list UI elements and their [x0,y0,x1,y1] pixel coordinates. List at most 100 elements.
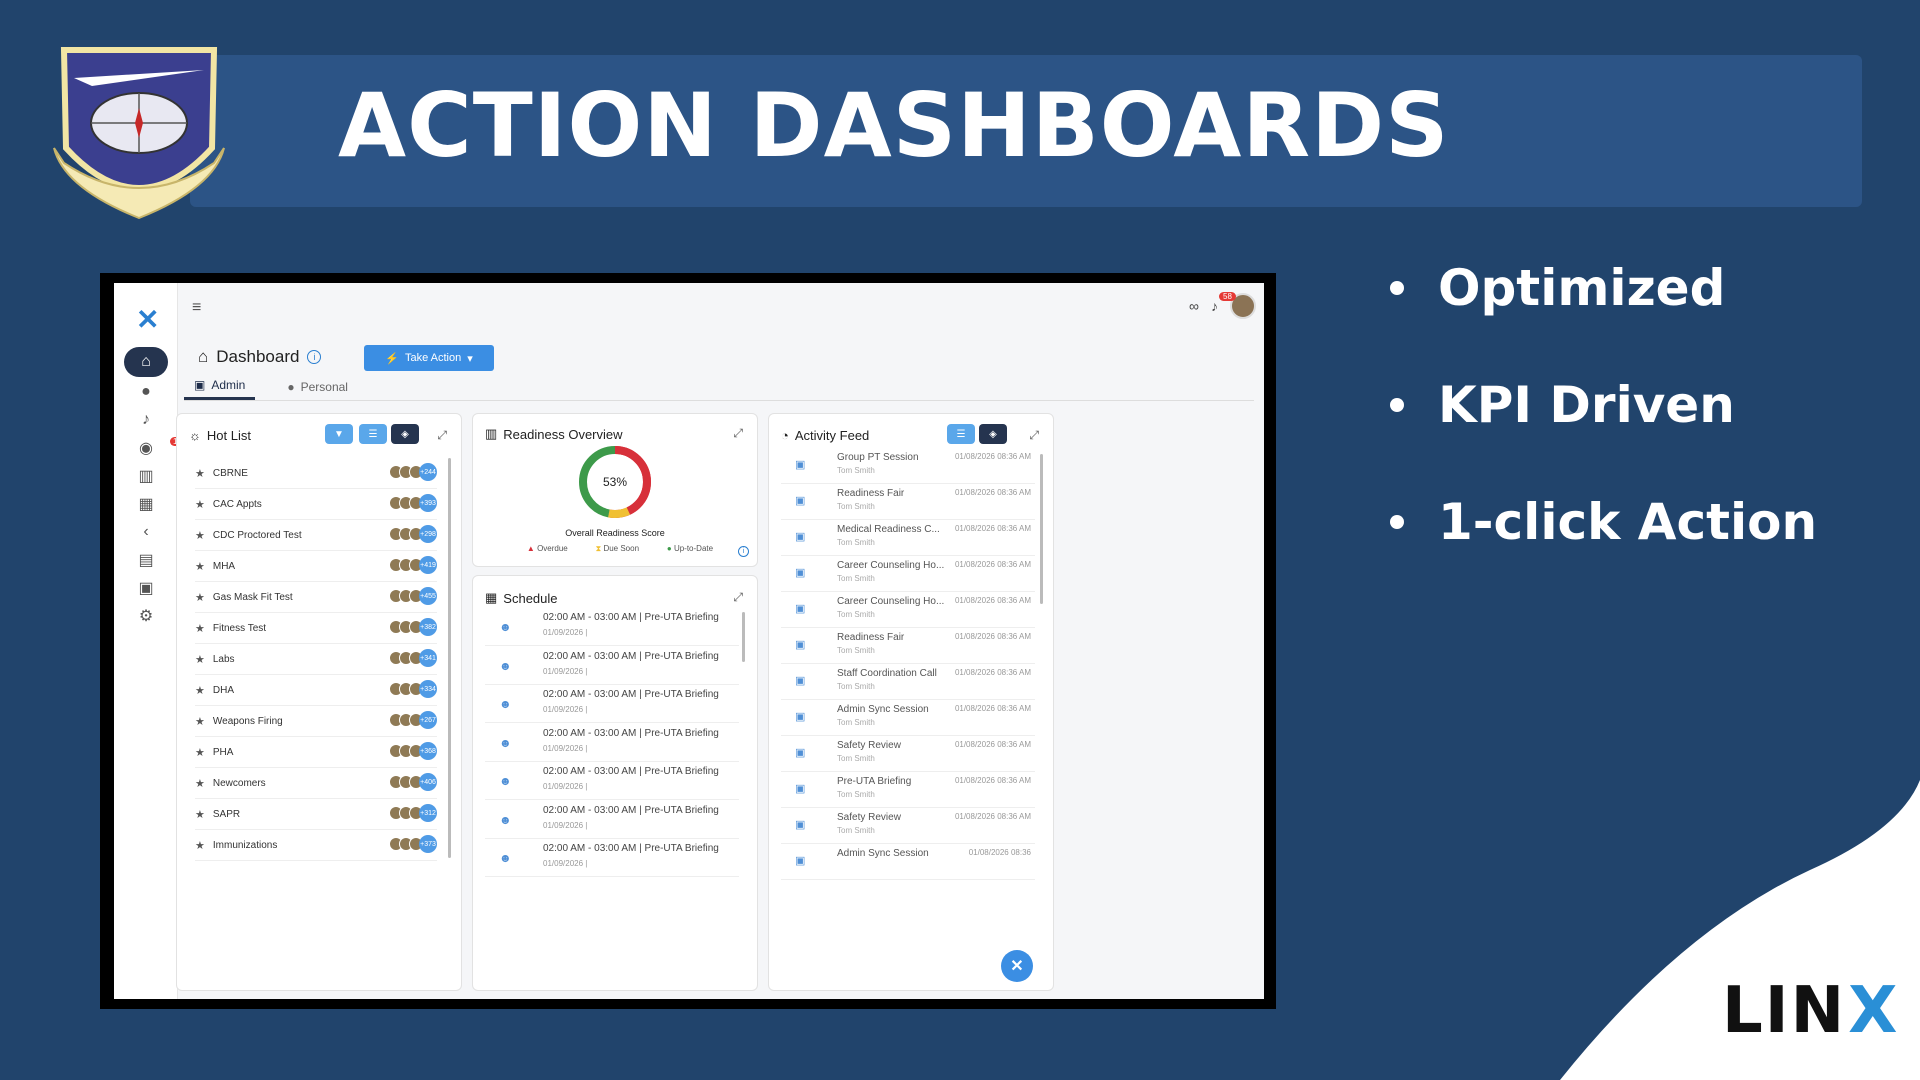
star-icon[interactable]: ★ [195,715,205,728]
info-icon[interactable]: i [307,350,322,364]
linx-assistant-button[interactable]: ✕ [1001,950,1033,982]
contacts-icon[interactable]: ▤ [138,552,154,569]
activity-title: Safety Review [837,812,901,823]
hot-list-item[interactable]: ★ Newcomers +406 [195,768,437,799]
tab-admin[interactable]: ▣ Admin [184,377,256,400]
hot-list-item[interactable]: ★ Labs +341 [195,644,437,675]
hot-list-item[interactable]: ★ Fitness Test +382 [195,613,437,644]
activity-item[interactable]: ▣ Safety Review Tom Smith 01/08/2026 08:36 … [781,736,1035,772]
star-icon[interactable]: ★ [195,591,205,604]
activity-item[interactable]: ▣ Career Counseling Ho... Tom Smith 01/08/2… [781,592,1035,628]
activity-item[interactable]: ▣ Medical Readiness C... Tom Smith 01/08/20… [781,520,1035,556]
take-action-button[interactable]: ⚡ Take Action ▾ [364,345,494,371]
star-icon[interactable]: ★ [195,529,205,542]
avatar-stack[interactable]: +455 [389,587,437,605]
avatar-stack[interactable]: +393 [389,494,437,512]
lock-icon[interactable]: ▣ [138,580,154,597]
activity-item[interactable]: ▣ Pre-UTA Briefing Tom Smith 01/08/2026 08:… [781,772,1035,808]
activity-timestamp: 01/08/2026 08:36 AM [954,632,1031,641]
avatar-stack[interactable]: +267 [389,711,437,729]
avatar-stack[interactable]: +312 [389,804,437,822]
bell-icon[interactable]: ♪ [142,411,150,428]
expand-icon[interactable]: ⤢ [437,428,447,442]
gear-icon[interactable]: ⚙ [138,608,154,625]
info-icon[interactable]: i [738,546,749,557]
avatar-stack[interactable]: +244 [389,463,437,481]
star-icon[interactable]: ★ [195,560,205,573]
avatar-stack[interactable]: +334 [389,680,437,698]
activity-item[interactable]: ▣ Admin Sync Session Tom Smith 01/08/2026 0… [781,700,1035,736]
activity-item[interactable]: ▣ Readiness Fair Tom Smith 01/08/2026 08:36… [781,628,1035,664]
chart-icon[interactable]: ▥ [138,468,154,485]
notification-bell-icon[interactable]: ♪ 58 [1211,292,1236,314]
avatar-stack[interactable]: +382 [389,618,437,636]
expand-icon[interactable]: ⤢ [733,590,743,604]
home-icon[interactable]: ⌂ [124,347,168,377]
schedule-item[interactable]: ☻ 02:00 AM - 03:00 AM | Pre-UTA Briefing 0… [485,685,739,723]
activity-item[interactable]: ▣ Safety Review Tom Smith 01/08/2026 08:36 … [781,808,1035,844]
expand-icon[interactable]: ⤢ [733,426,743,440]
corner-wave [1560,780,1920,1080]
collapse-icon[interactable]: ‹ [143,523,149,540]
schedule-item[interactable]: ☻ 02:00 AM - 03:00 AM | Pre-UTA Briefing 0… [485,647,739,685]
hot-list-item[interactable]: ★ SAPR +312 [195,799,437,830]
calendar-icon: ▣ [795,855,806,867]
layers-button[interactable]: ◈ [391,424,419,444]
star-icon[interactable]: ★ [195,498,205,511]
list-view-button[interactable]: ☰ [359,424,387,444]
avatar-stack[interactable]: +406 [389,773,437,791]
layers-button[interactable]: ◈ [979,424,1007,444]
star-icon[interactable]: ★ [195,467,205,480]
star-icon[interactable]: ★ [195,746,205,759]
scrollbar[interactable] [448,458,451,858]
hot-list-item[interactable]: ★ CAC Appts +393 [195,489,437,520]
avatar-stack[interactable]: +373 [389,835,437,853]
activity-item[interactable]: ▣ Readiness Fair Tom Smith 01/08/2026 08:36… [781,484,1035,520]
expand-icon[interactable]: ⤢ [1029,428,1039,442]
activity-item[interactable]: ▣ Admin Sync Session 01/08/2026 08:36 [781,844,1035,880]
calendar-icon[interactable]: ▦ [138,496,154,513]
schedule-item[interactable]: ☻ 02:00 AM - 03:00 AM | Pre-UTA Briefing 0… [485,801,739,839]
activity-item[interactable]: ▣ Group PT Session Tom Smith 01/08/2026 08:… [781,448,1035,484]
avatar-stack[interactable]: +419 [389,556,437,574]
linx-logo: LIN X [1722,974,1900,1048]
star-icon[interactable]: ★ [195,684,205,697]
hot-list-item[interactable]: ★ PHA +368 [195,737,437,768]
star-icon[interactable]: ★ [195,622,205,635]
app-logo-icon[interactable]: ✕ [136,304,160,335]
star-icon[interactable]: ★ [195,839,205,852]
schedule-item[interactable]: ☻ 02:00 AM - 03:00 AM | Pre-UTA Briefing 0… [485,724,739,762]
list-view-button[interactable]: ☰ [947,424,975,444]
hot-list-item[interactable]: ★ DHA +334 [195,675,437,706]
readiness-title: ▥ Readiness Overview [485,426,623,442]
hot-list-item[interactable]: ★ CBRNE +244 [195,458,437,489]
activity-title: Pre-UTA Briefing [837,776,912,787]
hot-list-item[interactable]: ★ Weapons Firing +267 [195,706,437,737]
star-icon[interactable]: ★ [195,777,205,790]
hot-list-item[interactable]: ★ Immunizations +373 [195,830,437,861]
scrollbar[interactable] [1040,454,1043,604]
count-badge: +244 [419,463,437,481]
chat-icon[interactable]: ◉ [139,440,153,457]
filter-button[interactable]: ▼ [325,424,353,444]
avatar-stack[interactable]: +298 [389,525,437,543]
user-icon[interactable]: ● [141,383,151,400]
schedule-item[interactable]: ☻ 02:00 AM - 03:00 AM | Pre-UTA Briefing 0… [485,608,739,646]
star-icon[interactable]: ★ [195,808,205,821]
scrollbar[interactable] [742,612,745,662]
link-icon[interactable]: ∞ [1189,298,1199,314]
menu-icon[interactable]: ≡ [192,299,202,316]
user-icon: ● [287,379,295,394]
legend-up-to-date: ● Up-to-Date [666,544,714,553]
hot-list-item[interactable]: ★ Gas Mask Fit Test +455 [195,582,437,613]
avatar-stack[interactable]: +341 [389,649,437,667]
avatar-stack[interactable]: +368 [389,742,437,760]
activity-item[interactable]: ▣ Staff Coordination Call Tom Smith 01/08/2… [781,664,1035,700]
tab-personal[interactable]: ● Personal [287,379,348,394]
activity-item[interactable]: ▣ Career Counseling Ho... Tom Smith 01/08/2… [781,556,1035,592]
star-icon[interactable]: ★ [195,653,205,666]
hot-list-item[interactable]: ★ MHA +419 [195,551,437,582]
hot-list-item[interactable]: ★ CDC Proctored Test +298 [195,520,437,551]
schedule-item[interactable]: ☻ 02:00 AM - 03:00 AM | Pre-UTA Briefing 0… [485,839,739,877]
schedule-item[interactable]: ☻ 02:00 AM - 03:00 AM | Pre-UTA Briefing 0… [485,762,739,800]
